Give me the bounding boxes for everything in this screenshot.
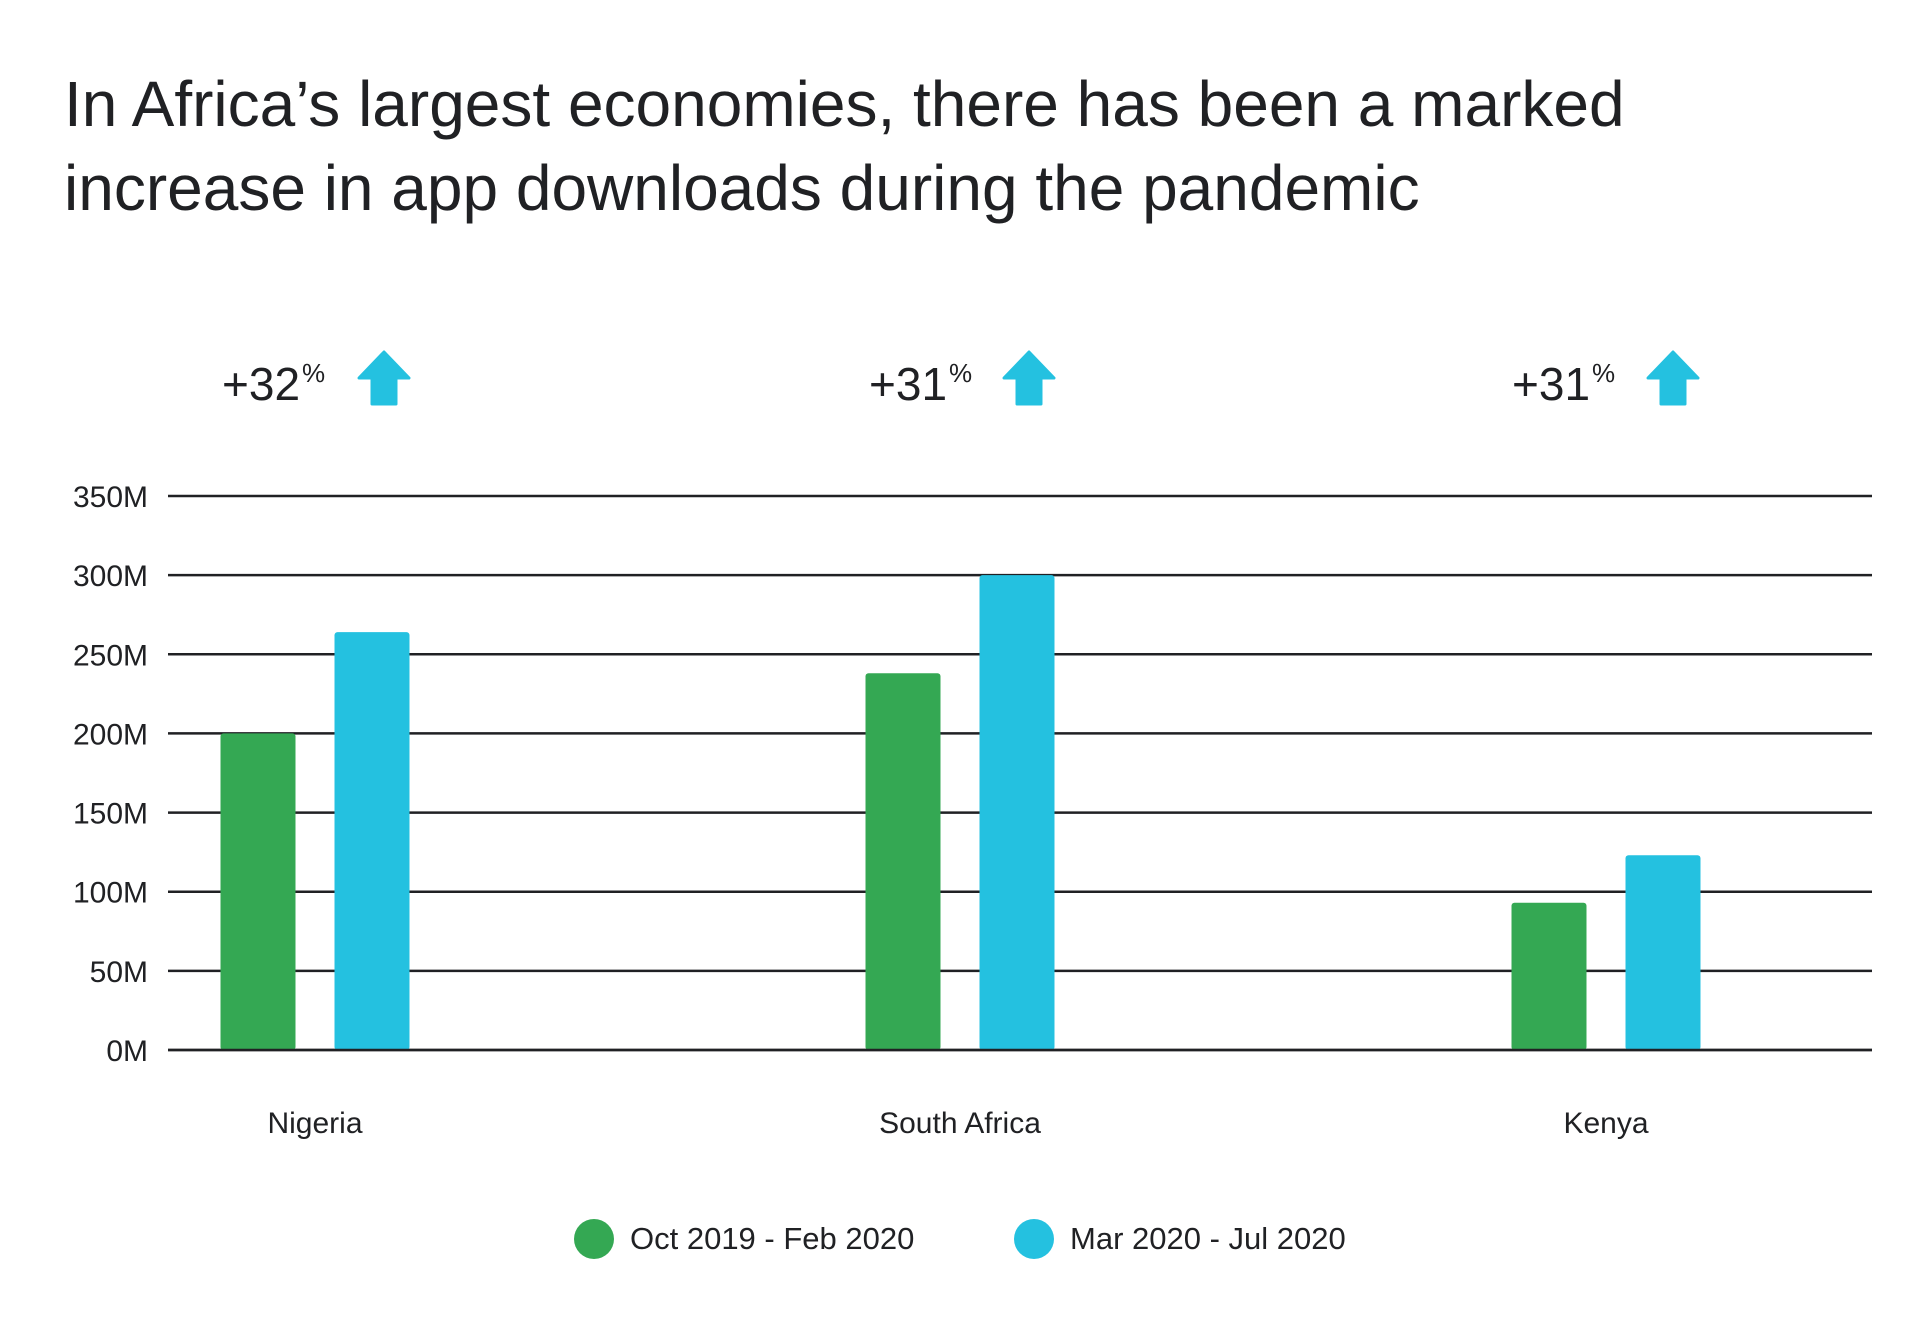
x-tick-label: Kenya bbox=[1563, 1107, 1648, 1140]
legend-item-series-1: Oct 2019 - Feb 2020 bbox=[574, 1219, 914, 1259]
change-value: +31 bbox=[1512, 358, 1590, 410]
y-tick-label: 200M bbox=[73, 718, 148, 751]
arrow-up-icon bbox=[1002, 350, 1056, 406]
legend-label-series-1: Oct 2019 - Feb 2020 bbox=[630, 1221, 915, 1256]
y-tick-label: 0M bbox=[106, 1035, 148, 1068]
x-tick-label: Nigeria bbox=[267, 1107, 362, 1140]
y-tick-label: 300M bbox=[73, 560, 148, 593]
bar bbox=[1511, 902, 1587, 1050]
y-tick-label: 150M bbox=[73, 798, 148, 831]
bar bbox=[1625, 855, 1701, 1050]
bar bbox=[334, 632, 410, 1050]
change-value: +31 bbox=[869, 358, 947, 410]
y-tick-label: 350M bbox=[73, 481, 148, 514]
arrow-up-icon bbox=[357, 350, 411, 406]
x-tick-label: South Africa bbox=[879, 1107, 1041, 1140]
y-tick-label: 100M bbox=[73, 877, 148, 910]
change-value: +32 bbox=[222, 358, 300, 410]
bar bbox=[979, 575, 1055, 1050]
legend-swatch-series-1 bbox=[574, 1219, 614, 1259]
chart-title: In Africa’s largest economies, there has… bbox=[64, 68, 1625, 224]
change-unit: % bbox=[949, 358, 972, 388]
change-unit: % bbox=[302, 358, 325, 388]
legend-swatch-series-2 bbox=[1014, 1219, 1054, 1259]
y-tick-label: 50M bbox=[90, 956, 148, 989]
bar bbox=[865, 673, 941, 1050]
legend-item-series-2: Mar 2020 - Jul 2020 bbox=[1014, 1219, 1346, 1259]
y-tick-label: 250M bbox=[73, 639, 148, 672]
bar bbox=[220, 733, 296, 1050]
arrow-up-icon bbox=[1646, 350, 1700, 406]
change-unit: % bbox=[1592, 358, 1615, 388]
legend-label-series-2: Mar 2020 - Jul 2020 bbox=[1070, 1221, 1346, 1256]
